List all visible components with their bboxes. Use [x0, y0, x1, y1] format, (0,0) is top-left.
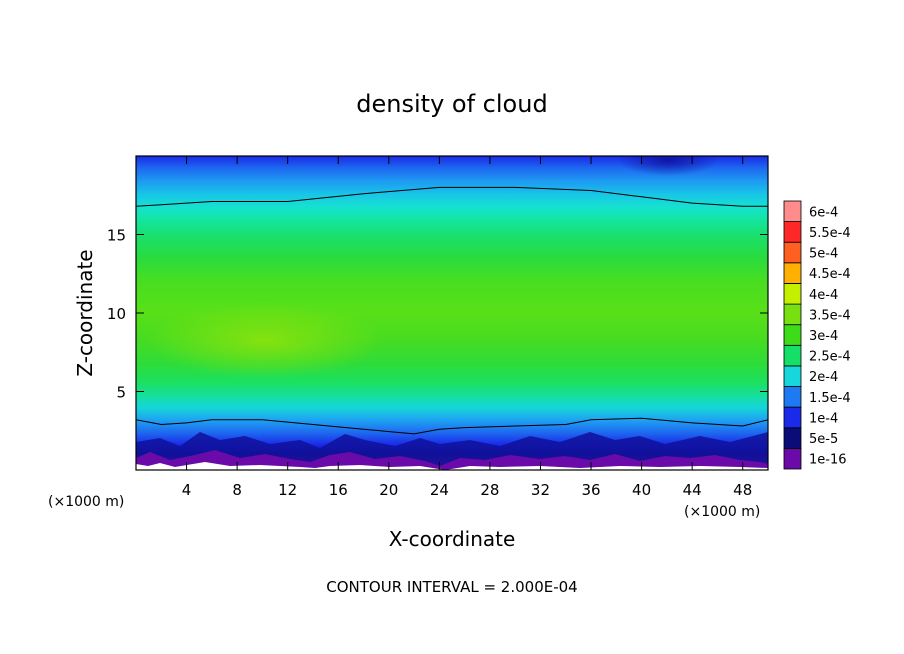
y-tick-label: 10: [107, 305, 126, 323]
colorbar-label: 6e-4: [809, 205, 838, 220]
y-axis: 5 10 15: [107, 227, 768, 402]
contour-interval-note: CONTOUR INTERVAL = 2.000E-04: [326, 578, 577, 596]
x-tick-label: 20: [379, 481, 398, 499]
colorbar-label: 5e-4: [809, 247, 838, 262]
colorbar-swatch: [783, 200, 802, 223]
x-tick-label: 28: [480, 481, 499, 499]
colorbar-swatch: [783, 406, 802, 429]
colorbar-swatch: [783, 241, 802, 264]
colorbar-swatch: [783, 303, 802, 326]
colorbar-label: 3.5e-4: [809, 308, 851, 323]
bottom-white-gaps: [136, 462, 768, 470]
colorbar-swatch: [783, 221, 802, 243]
bottom-purple-band: [136, 450, 768, 470]
y-tick-label: 15: [107, 227, 126, 245]
x-tick-label: 36: [581, 481, 600, 499]
x-tick-label: 48: [733, 481, 752, 499]
colorbar-label: 4e-4: [809, 288, 838, 303]
x-axis: 4 8 12 16 20 24 28 32 36 40 44 48: [182, 156, 752, 499]
x-tick-label: 44: [683, 481, 702, 499]
contour-line: [136, 186, 768, 207]
colorbar-label: 5.5e-4: [809, 226, 851, 241]
x-tick-label: 40: [632, 481, 651, 499]
high-density-blob: [145, 302, 385, 378]
contour-lines: [136, 186, 768, 435]
colorbar-label: 1e-4: [809, 412, 838, 427]
colorbar-swatch: [783, 283, 802, 305]
x-unit-right: (×1000 m): [684, 504, 760, 520]
contour-line: [136, 417, 768, 435]
colorbar-label: 5e-5: [809, 432, 838, 447]
colorbar-swatch: [783, 344, 802, 367]
y-tick-label: 5: [116, 384, 126, 402]
colorbar-swatch: [783, 427, 802, 449]
colorbar-label: 2e-4: [809, 370, 838, 385]
colorbar-swatch: [783, 262, 802, 284]
colorbar-swatch: [783, 365, 802, 387]
upper-dark-region: [618, 156, 718, 176]
colorbar-label: 1e-16: [809, 453, 847, 468]
x-axis-label: X-coordinate: [389, 527, 516, 551]
colorbar-swatch: [783, 386, 802, 408]
colorbar: 1e-16 5e-5 1e-4 1.5e-4 2e-4 2.5e-4 3e-4 3.5e-4 4…: [783, 200, 851, 470]
x-tick-label: 12: [278, 481, 297, 499]
x-tick-label: 4: [182, 481, 192, 499]
x-tick-label: 16: [329, 481, 348, 499]
chart-title: density of cloud: [356, 90, 547, 118]
colorbar-label: 4.5e-4: [809, 267, 851, 282]
x-tick-label: 8: [232, 481, 242, 499]
colorbar-label: 2.5e-4: [809, 350, 851, 365]
x-tick-label: 32: [531, 481, 550, 499]
colorbar-label: 1.5e-4: [809, 391, 851, 406]
colorbar-swatch: [783, 447, 802, 470]
y-axis-label: Z-coordinate: [73, 249, 97, 376]
colorbar-label: 3e-4: [809, 329, 838, 344]
plot-area: [136, 156, 768, 470]
x-unit-left: (×1000 m): [48, 494, 124, 510]
x-tick-label: 24: [430, 481, 449, 499]
colorbar-swatch: [783, 324, 802, 346]
